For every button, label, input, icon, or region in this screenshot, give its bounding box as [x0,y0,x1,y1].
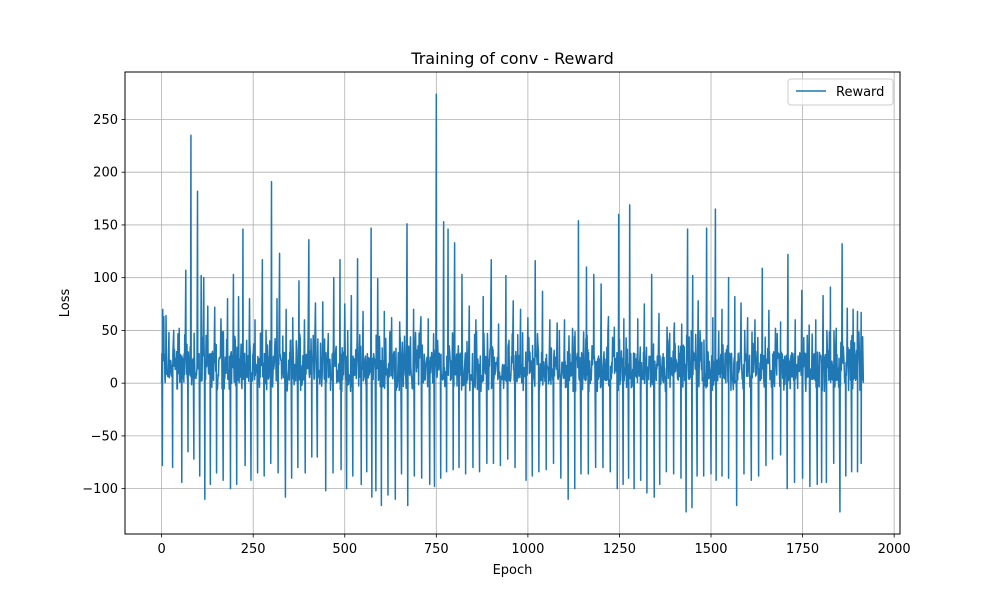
y-tick-label: −100 [82,482,118,497]
legend-box [787,78,894,106]
y-tick-label: 100 [93,271,118,286]
x-tick-label: 1000 [511,542,544,557]
x-tick-label: 250 [241,542,266,557]
y-tick-label: 50 [101,324,118,339]
x-tick-label: 1500 [694,542,727,557]
x-tick-label: 0 [157,542,165,557]
y-tick-label: 0 [110,377,118,392]
chart-title: Training of conv - Reward [410,49,613,68]
series-layer [160,93,865,513]
x-tick-label: 2000 [878,542,911,557]
y-tick-label: 150 [93,218,118,233]
y-tick-label: 200 [93,166,118,181]
reward-series-line [160,93,865,513]
legend-label-reward: Reward [836,85,884,100]
legend: Reward [787,78,894,106]
y-axis-label: Loss [58,289,73,318]
y-tick-label: −50 [91,429,118,444]
x-tick-label: 1750 [786,542,819,557]
x-axis-label: Epoch [493,563,533,578]
y-tick-label: 250 [93,113,118,128]
x-tick-label: 500 [332,542,357,557]
x-tick-label: 750 [424,542,449,557]
x-tick-label: 1250 [603,542,636,557]
axes-frame [124,71,901,535]
tick-layer: 0 250 500 750 1000 1250 1500 1750 2000 −100 −50 0 50… [82,113,910,557]
grid-layer [125,72,900,534]
